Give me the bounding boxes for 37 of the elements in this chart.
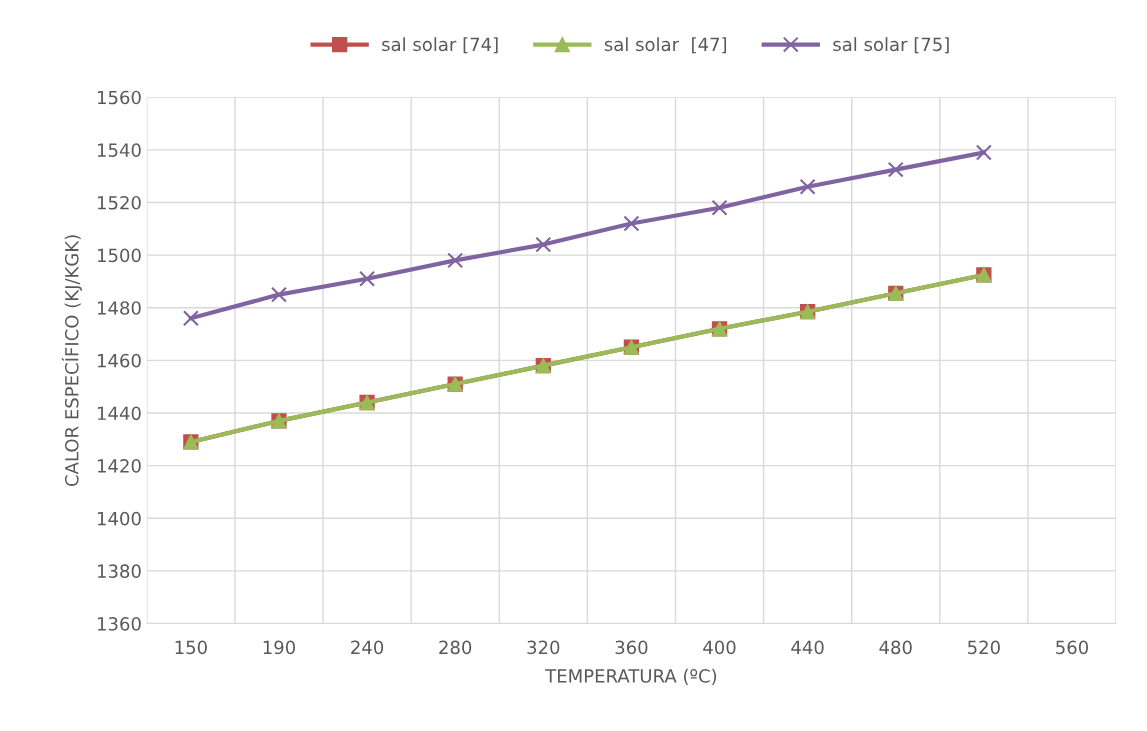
x-tick-label: 400 xyxy=(703,640,736,655)
x-tick-label: 440 xyxy=(791,640,824,655)
legend-label: sal solar [47] xyxy=(604,37,727,54)
y-tick-label: 1480 xyxy=(97,301,141,315)
legend-label: sal solar [75] xyxy=(833,37,949,54)
y-axis-title: CALOR ESPECÍFICO (KJ/KGK) xyxy=(61,235,82,486)
point xyxy=(359,270,376,287)
point xyxy=(711,199,728,216)
y-tick-label: 1560 xyxy=(97,90,141,105)
y-tick-label: 1440 xyxy=(97,406,141,421)
y-tick-label: 1380 xyxy=(97,564,141,579)
x-tick-label: 520 xyxy=(968,640,1000,655)
point xyxy=(182,310,199,327)
point xyxy=(799,178,816,195)
x-tick-label: 320 xyxy=(527,640,560,655)
point xyxy=(975,144,992,161)
y-tick-label: 1460 xyxy=(97,353,141,368)
x-tick-label: 480 xyxy=(879,640,912,655)
y-tick-label: 1500 xyxy=(97,248,141,263)
y-tick-label: 1520 xyxy=(97,195,141,210)
y-tick-label: 1360 xyxy=(97,617,141,631)
point xyxy=(623,215,640,232)
point xyxy=(447,252,464,269)
x-tick-label: 190 xyxy=(263,640,296,655)
x-tick-label: 560 xyxy=(1056,640,1089,655)
x-tick-label: 150 xyxy=(175,640,207,655)
y-tick-label: 1420 xyxy=(97,459,141,473)
point xyxy=(887,161,904,178)
x-tick-label: 240 xyxy=(351,640,384,655)
x-tick-label: 360 xyxy=(615,640,648,655)
x-axis-title: TEMPERATURA (ºC) xyxy=(545,668,717,685)
point xyxy=(271,286,287,303)
y-tick-label: 1400 xyxy=(97,511,141,526)
y-tick-label: 1540 xyxy=(97,143,141,157)
legend-label: sal solar [74] xyxy=(382,37,498,54)
x-tick-label: 280 xyxy=(439,640,472,655)
point xyxy=(535,236,552,253)
